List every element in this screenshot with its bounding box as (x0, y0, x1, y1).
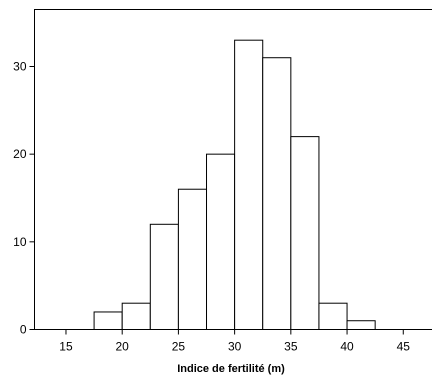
histogram-bar (234, 39, 264, 330)
x-tick-label: 40 (340, 340, 354, 354)
x-tick-label: 25 (172, 340, 186, 354)
bars (93, 39, 376, 331)
histogram-bar (206, 153, 236, 330)
histogram-bar (177, 188, 208, 330)
y-tick-label: 30 (13, 59, 27, 73)
histogram-bar (290, 136, 320, 330)
histogram-bar (93, 311, 123, 331)
x-axis: 15 20 25 30 35 40 45 (59, 329, 411, 354)
y-tick-label: 20 (13, 147, 27, 161)
x-axis-title: Indice de fertilité (m) (177, 363, 285, 375)
histogram-bar (121, 302, 151, 331)
x-tick-label: 20 (116, 340, 130, 354)
histogram-bar (346, 320, 376, 331)
histogram-bar (318, 302, 348, 331)
histogram-bar (262, 57, 292, 330)
x-tick-label: 30 (228, 340, 242, 354)
x-tick-label: 45 (397, 340, 411, 354)
y-tick-label: 0 (20, 323, 27, 337)
y-axis: 0 10 20 30 (13, 59, 35, 337)
x-tick-label: 15 (59, 340, 73, 354)
y-tick-label: 10 (13, 235, 27, 249)
x-tick-label: 35 (284, 340, 298, 354)
histogram-bar (149, 223, 179, 331)
